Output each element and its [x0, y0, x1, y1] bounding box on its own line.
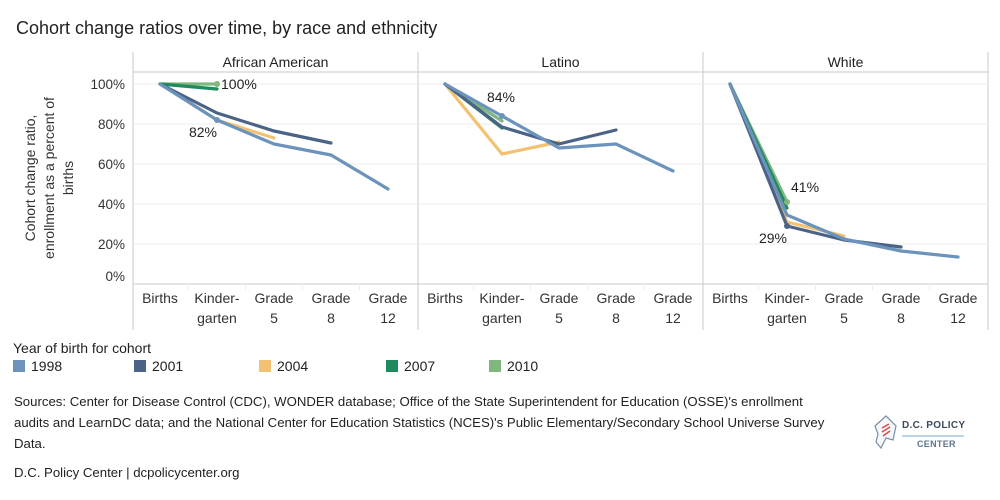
x-tick-label: 12 — [380, 310, 396, 326]
panel-header: African American — [223, 54, 329, 70]
y-tick-label: 100% — [90, 77, 125, 92]
x-tick-label: Grade — [540, 290, 579, 306]
chart-title: Cohort change ratios over time, by race … — [16, 18, 438, 38]
x-tick-label: Kinder- — [479, 290, 524, 306]
x-tick-label: 12 — [950, 310, 966, 326]
x-tick-label: Grade — [882, 290, 921, 306]
footer-credit: D.C. Policy Center | dcpolicycenter.org — [14, 465, 240, 480]
data-label: 82% — [189, 124, 217, 140]
legend-swatch — [13, 360, 25, 372]
legend-swatch — [134, 360, 146, 372]
x-tick-label: Births — [712, 290, 748, 306]
data-point-marker — [784, 199, 790, 205]
y-tick-label: 0% — [105, 269, 125, 284]
x-tick-label: 5 — [555, 310, 563, 326]
x-tick-label: garten — [767, 310, 807, 326]
x-tick-label: Grade — [312, 290, 351, 306]
x-tick-label: Grade — [825, 290, 864, 306]
x-tick-label: 5 — [270, 310, 278, 326]
legend-label: 2001 — [152, 358, 184, 374]
dc-policy-center-logo: D.C. POLICY CENTER — [872, 410, 982, 460]
logo-text-line1: D.C. POLICY — [902, 420, 966, 431]
legend-swatch — [489, 360, 501, 372]
x-tick-label: 8 — [327, 310, 335, 326]
legend-swatch — [386, 360, 398, 372]
x-tick-label: Grade — [369, 290, 408, 306]
series-line-2007 — [158, 82, 219, 91]
legend: 1998 2001 2004 2007 2010 — [13, 358, 713, 378]
y-tick-label: 60% — [98, 157, 125, 172]
chart-svg: Cohort change ratio, enrollment as a perc… — [22, 52, 989, 330]
x-tick-label: Kinder- — [764, 290, 809, 306]
series-line-2004 — [443, 82, 561, 156]
y-axis-label-line: enrollment as a percent of — [41, 97, 57, 259]
legend-swatch — [259, 360, 271, 372]
dc-map-icon — [874, 415, 897, 450]
x-tick-label: 12 — [665, 310, 681, 326]
x-tick-label: Births — [427, 290, 463, 306]
panel-latino: Latino Births Kinder-garten Grade 5 Grade 8 Gra… — [427, 54, 693, 326]
legend-label: 2007 — [404, 358, 436, 374]
y-tick-label: 40% — [98, 197, 125, 212]
legend-item-1998[interactable]: 1998 — [13, 358, 62, 374]
panel-header: White — [828, 54, 864, 70]
data-label: 100% — [221, 76, 257, 92]
y-axis-label-line: births — [60, 161, 76, 195]
legend-label: 1998 — [31, 358, 63, 374]
data-label: 29% — [759, 230, 787, 246]
x-tick-label: Births — [142, 290, 178, 306]
panel-african-american: African American Births Kinder-garten Grade… — [142, 54, 408, 326]
series-line-2001 — [728, 82, 903, 249]
data-point-marker — [214, 117, 220, 123]
logo-text-line2: CENTER — [917, 439, 956, 449]
chart-frame — [132, 52, 989, 330]
x-tick-label: 5 — [840, 310, 848, 326]
data-point-marker — [499, 113, 505, 119]
series-line-2001 — [443, 82, 618, 146]
x-tick-label: Grade — [255, 290, 294, 306]
x-tick-label: Grade — [597, 290, 636, 306]
sources-note: Sources: Center for Disease Control (CDC… — [14, 394, 825, 451]
series-line-1998 — [728, 82, 960, 259]
series-line-2001 — [158, 82, 333, 145]
series-line-1998 — [158, 82, 390, 191]
gridlines — [133, 83, 988, 245]
y-axis-label: Cohort change ratio, enrollment as a perc… — [22, 97, 76, 259]
legend-item-2010[interactable]: 2010 — [489, 358, 538, 374]
legend-label: 2010 — [507, 358, 539, 374]
panel-header: Latino — [541, 54, 579, 70]
data-point-marker — [784, 223, 790, 229]
x-tick-label: garten — [197, 310, 237, 326]
legend-item-2001[interactable]: 2001 — [134, 358, 183, 374]
legend-item-2004[interactable]: 2004 — [259, 358, 308, 374]
x-tick-label: 8 — [612, 310, 620, 326]
legend-label: 2004 — [277, 358, 309, 374]
y-tick-label: 80% — [98, 117, 125, 132]
y-axis-label-line: Cohort change ratio, — [22, 115, 38, 242]
panels: African American Births Kinder-garten Grade… — [142, 54, 978, 326]
data-label: 41% — [791, 179, 819, 195]
logo-divider — [902, 435, 964, 437]
y-tick-label: 20% — [98, 237, 125, 252]
series-line-1998 — [443, 82, 675, 173]
x-tick-label: 8 — [897, 310, 905, 326]
panel-white: White Births Kinder-garten Grade 5 Grade 8 Grad… — [712, 54, 978, 326]
x-tick-label: Grade — [654, 290, 693, 306]
legend-title: Year of birth for cohort — [13, 340, 152, 356]
legend-item-2007[interactable]: 2007 — [386, 358, 435, 374]
data-point-marker — [214, 81, 220, 87]
x-tick-label: garten — [482, 310, 522, 326]
x-tick-label: Grade — [939, 290, 978, 306]
x-tick-label: Kinder- — [194, 290, 239, 306]
y-axis-ticks: 0% 20% 40% 60% 80% 100% — [90, 77, 125, 284]
data-label: 84% — [487, 89, 515, 105]
